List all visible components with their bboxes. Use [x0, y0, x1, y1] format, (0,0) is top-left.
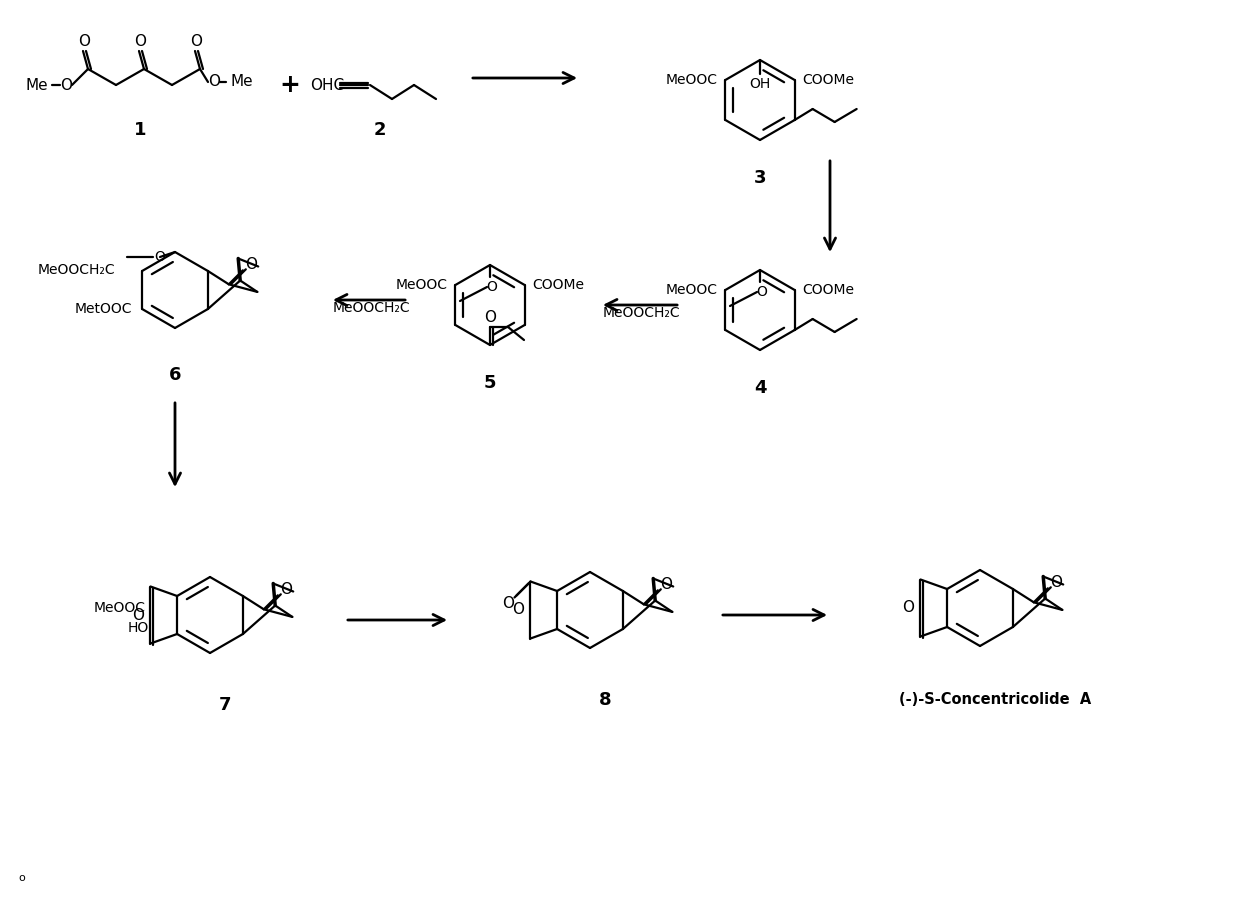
Text: COOMe: COOMe — [802, 283, 854, 297]
Text: O: O — [502, 596, 515, 611]
Text: 7: 7 — [218, 696, 231, 714]
Text: O: O — [190, 33, 202, 48]
Text: O: O — [60, 77, 72, 92]
Text: 2: 2 — [373, 121, 386, 139]
Text: O: O — [1050, 575, 1061, 590]
Text: O: O — [484, 311, 496, 325]
Text: O: O — [512, 603, 525, 618]
Text: +: + — [279, 73, 300, 97]
Text: O: O — [756, 285, 768, 299]
Text: O: O — [208, 75, 219, 90]
Text: MeOOC: MeOOC — [396, 278, 448, 292]
Text: COOMe: COOMe — [533, 278, 584, 292]
Text: O: O — [134, 33, 146, 48]
Text: Me: Me — [25, 77, 48, 92]
Text: MeOOC: MeOOC — [666, 283, 718, 297]
Text: O: O — [903, 601, 914, 615]
Text: O: O — [78, 33, 91, 48]
Text: O: O — [280, 582, 291, 597]
Text: MetOOC: MetOOC — [74, 302, 133, 316]
Text: MeOOC: MeOOC — [93, 602, 145, 615]
Text: 1: 1 — [134, 121, 146, 139]
Text: o: o — [19, 873, 25, 883]
Text: O: O — [154, 250, 165, 264]
Text: MeOOCH₂C: MeOOCH₂C — [603, 306, 680, 320]
Text: O: O — [486, 280, 497, 294]
Text: 6: 6 — [169, 366, 181, 384]
Text: O: O — [133, 608, 145, 622]
Text: Me: Me — [229, 75, 253, 90]
Text: (-)-S-Concentricolide  A: (-)-S-Concentricolide A — [899, 692, 1091, 708]
Text: COOMe: COOMe — [802, 73, 854, 87]
Text: OHC: OHC — [310, 77, 345, 92]
Text: MeOOCH₂C: MeOOCH₂C — [332, 301, 410, 315]
Text: 3: 3 — [754, 169, 766, 187]
Text: 5: 5 — [484, 374, 496, 392]
Text: 8: 8 — [599, 691, 611, 709]
Text: MeOOCH₂C: MeOOCH₂C — [37, 263, 115, 277]
Text: O: O — [660, 577, 672, 592]
Text: HO: HO — [128, 621, 149, 635]
Text: OH: OH — [749, 77, 770, 91]
Text: 4: 4 — [754, 379, 766, 397]
Text: O: O — [244, 257, 257, 272]
Text: MeOOC: MeOOC — [666, 73, 718, 87]
